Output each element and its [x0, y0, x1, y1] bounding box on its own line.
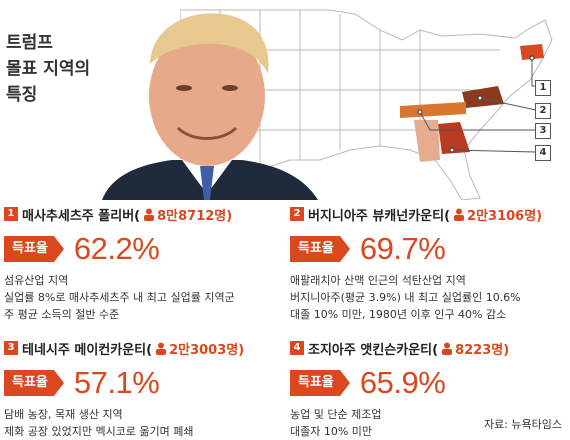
population: 2만3106명) — [453, 205, 542, 224]
person-icon — [144, 208, 155, 221]
vote-share: 득표율 69.7% — [290, 231, 570, 266]
callout-4: 4 — [535, 145, 551, 161]
tennessee-region — [400, 102, 466, 118]
person-icon — [442, 342, 453, 355]
panel-number: 4 — [290, 341, 304, 355]
vote-percent: 69.7% — [359, 231, 446, 266]
panel-description: 담배 농장, 목재 생산 지역 제화 공장 있었지만 멕시코로 옮기며 폐쇄 — [4, 408, 194, 438]
trump-photo — [102, 13, 318, 200]
vote-label: 득표율 — [4, 370, 64, 396]
panel-1: 1 매사추세츠주 폴리버( 8만8712명) 득표율 62.2% 섬유산업 지역… — [4, 204, 284, 323]
vote-percent: 65.9% — [359, 365, 446, 400]
vote-share: 득표율 65.9% — [290, 365, 570, 400]
panel-description: 섬유산업 지역 실업률 8%로 매사추세츠주 내 최고 실업률 지역군 주 평균… — [4, 274, 235, 321]
panel-2: 2 버지니아주 뷰캐넌카운티( 2만3106명) 득표율 69.7% 애팔래치아… — [290, 204, 570, 323]
vote-percent: 57.1% — [73, 365, 160, 400]
panel-description: 농업 및 단순 제조업 대졸자 10% 미만 — [290, 408, 382, 438]
person-icon — [156, 342, 167, 355]
vote-share: 득표율 57.1% — [4, 365, 284, 400]
vote-share: 득표율 62.2% — [4, 231, 284, 266]
header-graphic: 트럼프 몰표 지역의 특징 1 2 3 4 — [0, 0, 570, 200]
us-map — [180, 9, 553, 200]
panel-number: 1 — [4, 207, 18, 221]
massachusetts-region — [520, 44, 544, 60]
population: 8223명) — [441, 339, 509, 358]
vote-percent: 62.2% — [73, 231, 160, 266]
vote-label: 득표율 — [290, 370, 350, 396]
page-title: 트럼프 몰표 지역의 특징 — [6, 33, 91, 105]
panel-header: 2 버지니아주 뷰캐넌카운티( 2만3106명) — [290, 204, 570, 224]
panel-name: 테네시주 메이컨카운티( — [22, 342, 153, 358]
panel-number: 2 — [290, 207, 304, 221]
callout-1: 1 — [535, 80, 551, 96]
panel-number: 3 — [4, 341, 18, 355]
panel-3: 3 테네시주 메이컨카운티( 2만3003명) 득표율 57.1% 담배 농장,… — [4, 338, 284, 440]
panel-name: 매사추세츠주 폴리버( — [22, 208, 141, 224]
vote-label: 득표율 — [4, 236, 64, 262]
vote-label: 득표율 — [290, 236, 350, 262]
person-icon — [454, 208, 465, 221]
panel-4: 4 조지아주 앳킨슨카운티( 8223명) 득표율 65.9% 농업 및 단순 … — [290, 338, 570, 440]
panel-header: 4 조지아주 앳킨슨카운티( 8223명) — [290, 338, 570, 358]
population: 2만3003명) — [155, 339, 244, 358]
alabama-region — [414, 120, 440, 162]
callout-2: 2 — [535, 103, 551, 119]
callout-3: 3 — [535, 123, 551, 139]
panel-description: 애팔래치아 산맥 인근의 석탄산업 지역 버지니아주(평균 3.9%) 내 최고… — [290, 274, 521, 321]
panel-name: 조지아주 앳킨슨카운티( — [308, 342, 439, 358]
virginia-region — [462, 86, 504, 108]
population: 8만8712명) — [143, 205, 232, 224]
panel-header: 1 매사추세츠주 폴리버( 8만8712명) — [4, 204, 284, 224]
panel-name: 버지니아주 뷰캐넌카운티( — [308, 208, 451, 224]
panel-header: 3 테네시주 메이컨카운티( 2만3003명) — [4, 338, 284, 358]
source-note: 자료: 뉴욕타임스 — [483, 418, 562, 431]
